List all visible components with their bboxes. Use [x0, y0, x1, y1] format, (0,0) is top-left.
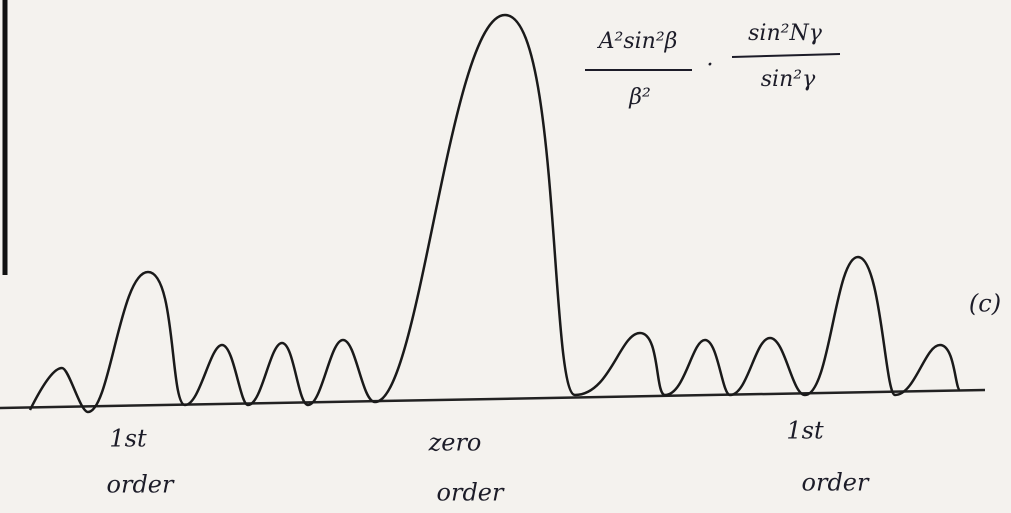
diagram: A²sin²β β² · sin²Nγ sin²γ (c) 1st order … [0, 0, 1011, 513]
formula-right-numerator: sin²Nγ [748, 21, 823, 46]
peak-label: order [107, 471, 175, 499]
peak-label: 1st [109, 425, 147, 453]
figure-label: (c) [969, 290, 1001, 318]
formula-left-numerator: A²sin²β [597, 29, 678, 54]
formula-right-denominator: sin²γ [761, 67, 816, 92]
peak-label: 1st [786, 417, 824, 445]
peak-label: order [802, 469, 870, 497]
formula-left-denominator: β² [628, 85, 651, 110]
formula-separator: · [707, 53, 714, 78]
peak-label: order [437, 479, 505, 507]
peak-label: zero [428, 429, 482, 457]
